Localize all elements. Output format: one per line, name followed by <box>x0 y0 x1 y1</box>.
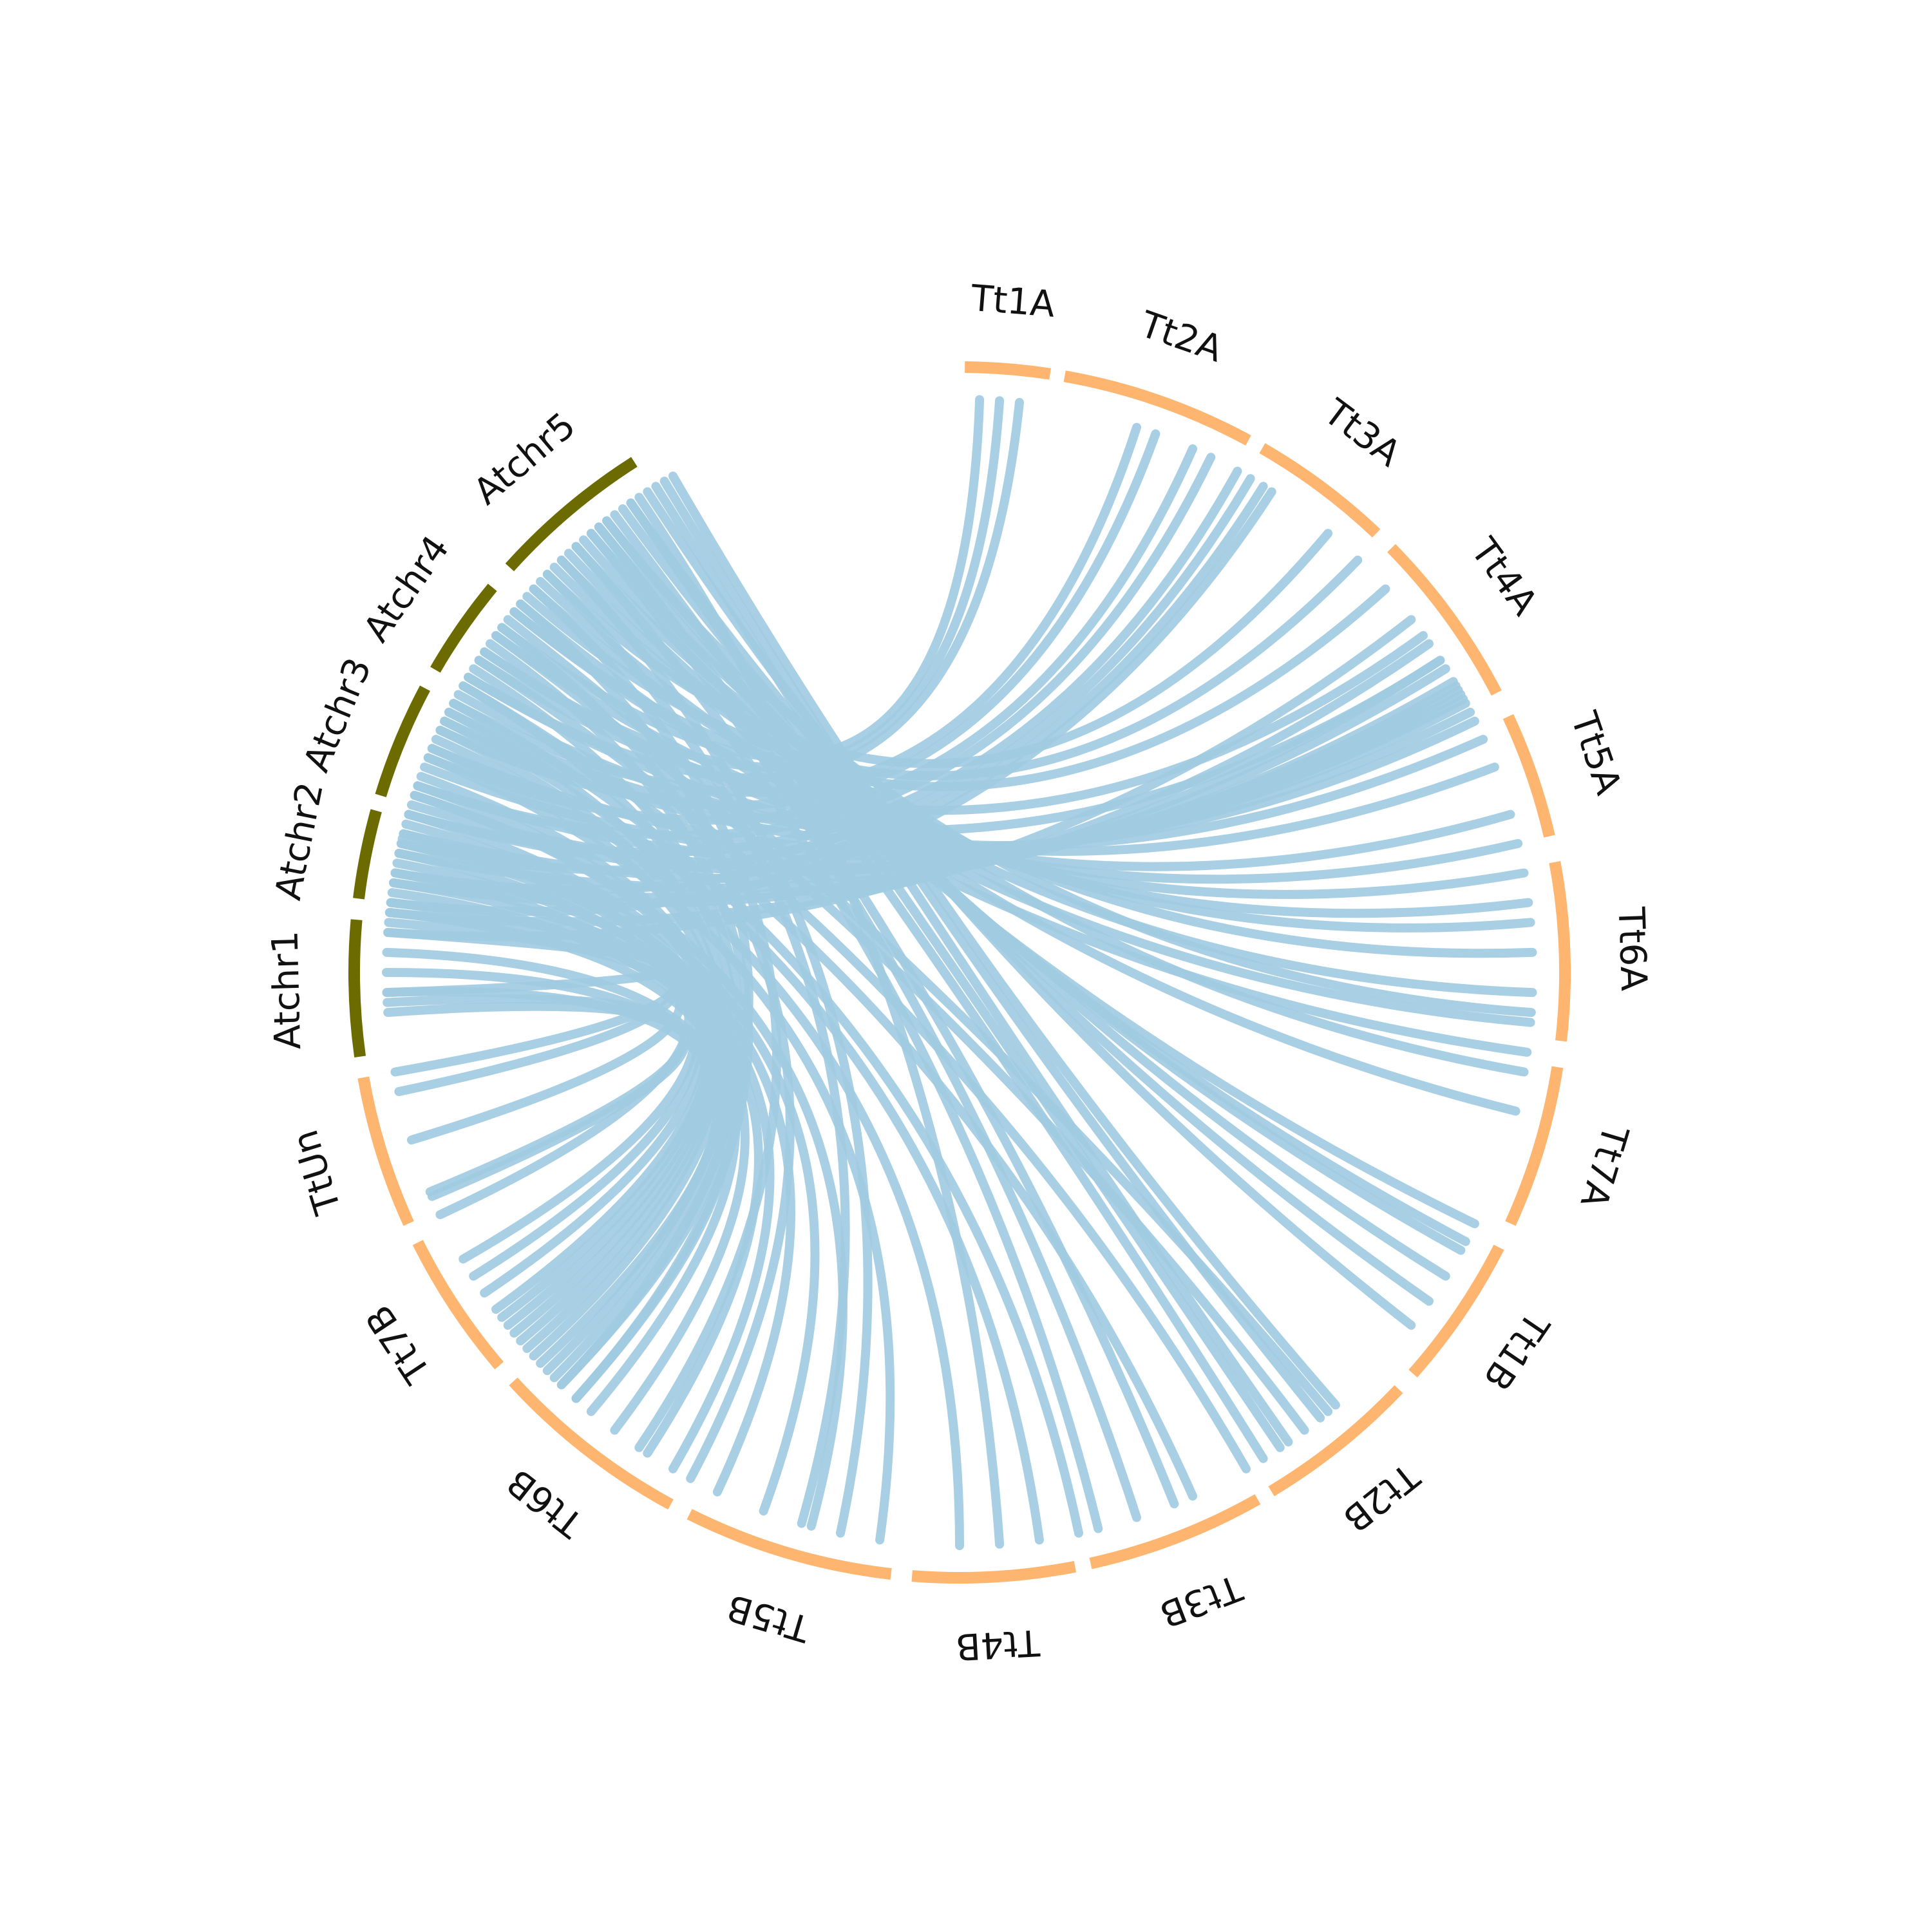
synteny-link-75 <box>556 555 1537 998</box>
synteny-link-74 <box>602 516 1536 1018</box>
chromosome-label-tt5b: Tt5B <box>723 1586 815 1650</box>
chromosome-arc-tt3b <box>1089 1494 1261 1569</box>
chromosome-arc-tt1b <box>1408 1244 1504 1378</box>
chromosome-arc-atchr4 <box>430 583 497 673</box>
synteny-link-82 <box>449 699 1083 1538</box>
chromosome-label-tt2b: Tt2B <box>1335 1454 1427 1540</box>
chromosome-arc-tt7b <box>412 1240 504 1370</box>
chromosome-label-tt5a: Tt5A <box>1562 706 1629 800</box>
chromosome-label-tt7a: Tt7A <box>1572 1120 1636 1213</box>
synteny-links <box>382 395 1537 1550</box>
synteny-link-97 <box>522 555 1363 781</box>
synteny-link-99 <box>474 630 1428 815</box>
chromosome-arc-atchr1 <box>348 919 366 1058</box>
chromosome-label-tt2a: Tt2A <box>1134 303 1227 371</box>
chromosome-arc-atchr5 <box>505 457 638 572</box>
chromosome-arc-tt1a <box>965 361 1051 380</box>
synteny-link-34 <box>668 471 1340 1410</box>
chromosome-label-tt3b: Tt3B <box>1154 1566 1248 1636</box>
chromosome-label-tt1b: Tt1B <box>1475 1304 1557 1397</box>
chromosome-label-tt7b: Tt7B <box>358 1298 440 1391</box>
synteny-link-84 <box>431 735 964 1550</box>
chromosome-label-tt6a: Tt6A <box>1610 905 1655 991</box>
synteny-link-76 <box>536 577 1535 1027</box>
chromosome-label-atchr2: Atchr2 <box>267 779 332 903</box>
chromosome-arc-tt4b <box>911 1560 1077 1584</box>
chromosome-arc-tt5b <box>687 1509 892 1580</box>
chromosome-label-tt4b: Tt4B <box>954 1621 1041 1667</box>
synteny-link-96 <box>542 529 1333 768</box>
chromosome-arc-tt2b <box>1268 1385 1403 1497</box>
chromosome-arc-tt2a <box>1063 370 1251 446</box>
synteny-link-72 <box>643 487 1416 1330</box>
chromosome-arc-atchr2 <box>353 809 382 900</box>
chromosome-label-atchr5: Atchr5 <box>466 404 583 513</box>
chromosome-label-ttun: TtUn <box>284 1125 350 1220</box>
chromosome-arc-tt6a <box>1549 861 1571 1042</box>
synteny-link-89 <box>394 849 775 1473</box>
chromosome-label-tt1a: Tt1A <box>969 278 1056 326</box>
synteny-link-91 <box>387 888 750 1435</box>
synteny-link-90 <box>390 868 763 1458</box>
chromosome-label-tt6b: Tt6B <box>499 1461 591 1546</box>
chromosome-label-atchr1: Atchr1 <box>265 930 310 1050</box>
synteny-link-100 <box>444 656 1445 835</box>
chromosome-arc-tt7a <box>1505 1066 1564 1226</box>
synteny-link-70 <box>618 504 1450 1281</box>
chromosome-arc-atchr3 <box>375 685 430 797</box>
chromosome-ring <box>348 361 1571 1584</box>
synteny-link-98 <box>509 584 1390 791</box>
chromosome-label-tt3a: Tt3A <box>1316 391 1408 475</box>
synteny-link-85 <box>423 753 895 1545</box>
synteny-link-92 <box>384 908 741 1416</box>
synteny-link-65 <box>497 395 985 762</box>
synteny-link-87 <box>404 810 820 1516</box>
chromosome-arc-tt4a <box>1387 544 1502 696</box>
synteny-link-88 <box>399 829 795 1497</box>
chromosome-arc-ttun <box>357 1076 414 1226</box>
synteny-link-83 <box>440 716 1044 1545</box>
chromosome-label-atchr4: Atchr4 <box>355 528 458 649</box>
synteny-link-78 <box>503 615 1333 1416</box>
synteny-link-94 <box>382 968 730 1390</box>
chromosome-label-tt4a: Tt4A <box>1462 530 1546 623</box>
chromosome-arc-tt3a <box>1259 443 1381 538</box>
synteny-link-95 <box>382 987 723 1368</box>
chromosome-label-atchr3: Atchr3 <box>296 652 380 778</box>
synteny-link-80 <box>474 656 1251 1473</box>
chromosome-arc-tt5a <box>1502 714 1555 838</box>
synteny-link-86 <box>410 791 848 1531</box>
chromosome-arc-tt6b <box>509 1378 674 1510</box>
